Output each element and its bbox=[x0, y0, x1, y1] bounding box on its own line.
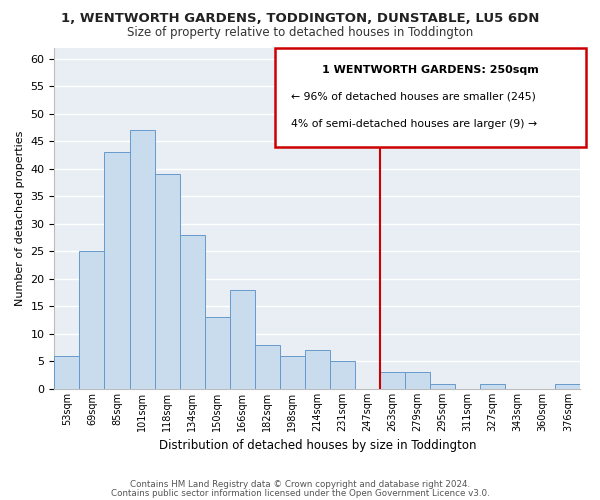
Bar bbox=[280, 356, 305, 389]
Bar bbox=[104, 152, 130, 389]
Bar bbox=[255, 345, 280, 389]
Bar bbox=[230, 290, 255, 389]
Bar bbox=[430, 384, 455, 389]
Bar bbox=[330, 362, 355, 389]
Text: ← 96% of detached houses are smaller (245): ← 96% of detached houses are smaller (24… bbox=[291, 92, 536, 102]
X-axis label: Distribution of detached houses by size in Toddington: Distribution of detached houses by size … bbox=[158, 440, 476, 452]
Bar bbox=[480, 384, 505, 389]
Text: Contains HM Land Registry data © Crown copyright and database right 2024.: Contains HM Land Registry data © Crown c… bbox=[130, 480, 470, 489]
Y-axis label: Number of detached properties: Number of detached properties bbox=[15, 130, 25, 306]
Bar bbox=[179, 235, 205, 389]
Text: Contains public sector information licensed under the Open Government Licence v3: Contains public sector information licen… bbox=[110, 488, 490, 498]
Text: 4% of semi-detached houses are larger (9) →: 4% of semi-detached houses are larger (9… bbox=[291, 119, 537, 129]
FancyBboxPatch shape bbox=[275, 48, 586, 146]
Bar bbox=[205, 318, 230, 389]
Bar bbox=[405, 372, 430, 389]
Text: 1, WENTWORTH GARDENS, TODDINGTON, DUNSTABLE, LU5 6DN: 1, WENTWORTH GARDENS, TODDINGTON, DUNSTA… bbox=[61, 12, 539, 26]
Bar bbox=[55, 356, 79, 389]
Bar bbox=[155, 174, 179, 389]
Bar bbox=[556, 384, 580, 389]
Bar bbox=[380, 372, 405, 389]
Bar bbox=[130, 130, 155, 389]
Text: 1 WENTWORTH GARDENS: 250sqm: 1 WENTWORTH GARDENS: 250sqm bbox=[322, 64, 539, 74]
Bar bbox=[305, 350, 330, 389]
Text: Size of property relative to detached houses in Toddington: Size of property relative to detached ho… bbox=[127, 26, 473, 39]
Bar bbox=[79, 252, 104, 389]
